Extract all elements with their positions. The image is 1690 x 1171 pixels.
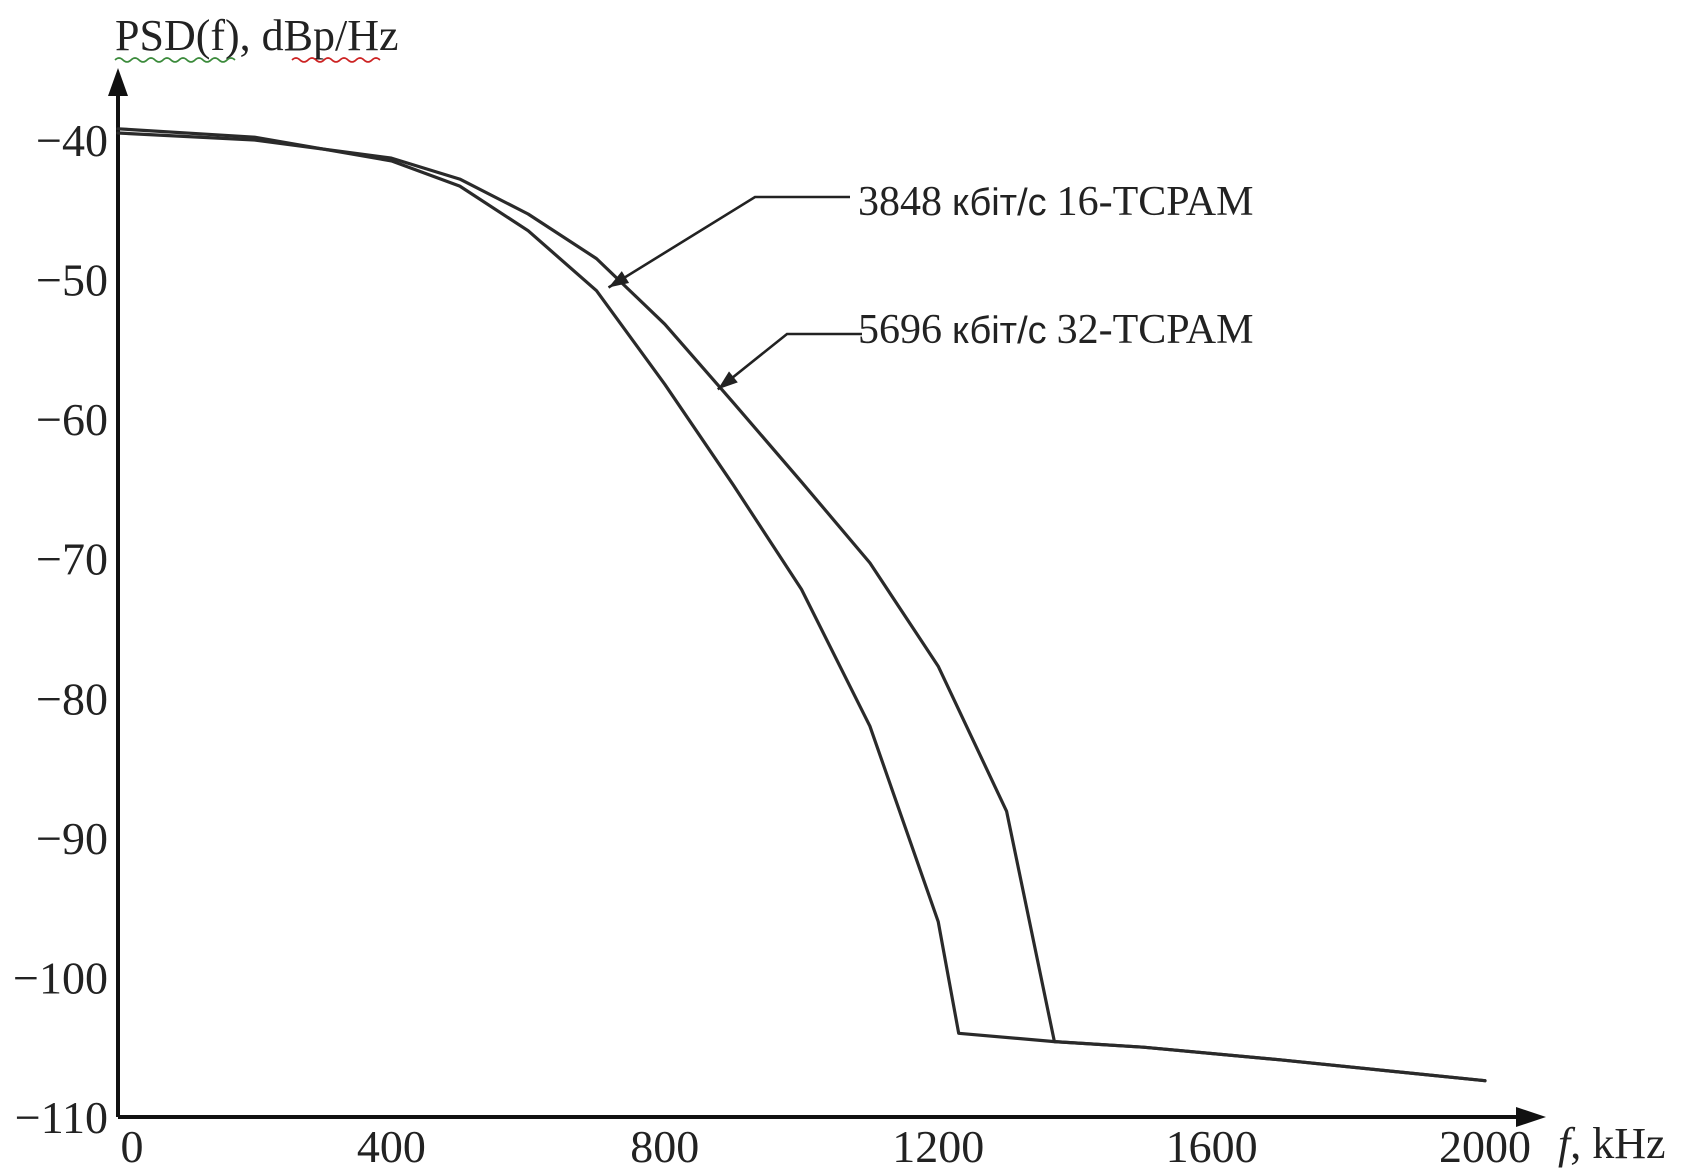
annotation-label-2: 5696 кбіт/с 32-TCPAM	[858, 307, 1253, 353]
y-axis-arrowhead	[108, 68, 128, 96]
annotation-scheme-1: 16-TCPAM	[1057, 179, 1254, 225]
axes	[108, 68, 1546, 1127]
x-tick-label: 0	[121, 1121, 144, 1171]
y-tick-label: −60	[36, 394, 108, 445]
x-axis-arrowhead	[1516, 1107, 1546, 1127]
y-tick-label: −40	[36, 115, 108, 166]
y-tick-labels: −40 −50 −60 −70 −80 −90 −100 −110	[13, 115, 108, 1143]
annotation-arrowhead-1	[608, 271, 630, 288]
x-tick-labels: 0 400 800 1200 1600 2000	[121, 1121, 1532, 1171]
x-tick-label: 800	[630, 1121, 699, 1171]
annotation-scheme-2: 32-TCPAM	[1057, 307, 1254, 353]
series-line-1	[116, 127, 1487, 1083]
annotation-arrowhead-2	[717, 371, 738, 390]
x-tick-label: 1200	[892, 1121, 984, 1171]
y-tick-label: −50	[36, 255, 108, 306]
annotation-leader-2	[716, 332, 862, 391]
series-curves	[116, 127, 1487, 1083]
annotation-label-1: 3848 кбіт/с 16-TCPAM	[858, 179, 1253, 225]
y-axis-title: PSD(f), dBp/Hz	[115, 11, 399, 60]
x-tick-label: 2000	[1439, 1121, 1531, 1171]
y-tick-label: −110	[15, 1092, 108, 1143]
x-tick-label: 400	[357, 1121, 426, 1171]
spellcheck-underline-red	[291, 57, 381, 63]
y-tick-label: −80	[36, 673, 108, 724]
annotation-rate-2: 5696	[858, 307, 942, 353]
y-tick-label: −90	[36, 813, 108, 864]
x-tick-label: 1600	[1166, 1121, 1258, 1171]
y-tick-label: −70	[36, 534, 108, 585]
x-axis-title-unit: , kHz	[1570, 1119, 1665, 1168]
spellcheck-underline-green	[114, 57, 236, 63]
series-line-2	[116, 131, 1487, 1083]
annotation-leader-1	[607, 195, 850, 289]
annotation-unit-1: кбіт/с	[952, 182, 1047, 224]
x-axis-title: f, kHz	[1558, 1119, 1666, 1168]
y-tick-label: −100	[13, 952, 108, 1003]
annotation-rate-1: 3848	[858, 179, 942, 225]
annotation-unit-2: кбіт/с	[952, 310, 1047, 352]
